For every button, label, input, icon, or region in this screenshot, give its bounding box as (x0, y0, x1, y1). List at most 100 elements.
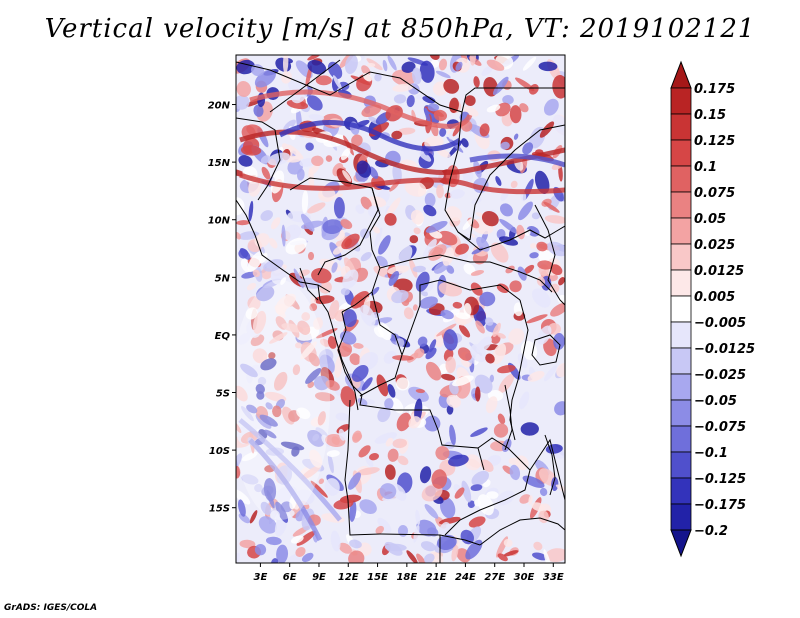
field-blob (523, 264, 535, 275)
field-blob (281, 323, 304, 333)
field-blob (498, 373, 515, 394)
field-blob (236, 197, 245, 216)
lon-tick-label: 27E (484, 572, 505, 583)
field-blob (359, 304, 376, 327)
field-blob (324, 478, 340, 496)
field-blob (236, 81, 252, 98)
field-blob (305, 65, 312, 88)
field-blob (384, 398, 394, 410)
field-blob (510, 180, 518, 189)
field-blob (236, 232, 241, 240)
field-blob (265, 402, 273, 410)
field-blob (340, 287, 350, 296)
field-blob (556, 363, 565, 378)
field-blob (297, 320, 311, 335)
field-blob (236, 489, 251, 505)
field-blob (307, 202, 326, 214)
field-blob (470, 427, 488, 437)
field-blob (375, 255, 388, 267)
field-blob (371, 317, 393, 326)
field-blob (446, 265, 455, 274)
field-blob (266, 490, 275, 509)
field-blob (408, 416, 421, 429)
field-blob (272, 405, 282, 418)
field-blob (416, 553, 427, 563)
map-title: Vertical velocity [m/s] at 850hPa, VT: 2… (44, 14, 756, 44)
field-blob (491, 343, 507, 365)
border-congo (337, 311, 363, 396)
field-blob (489, 374, 495, 383)
field-blob (382, 59, 388, 72)
field-blob (255, 384, 265, 394)
field-blob (236, 420, 242, 434)
field-blob (263, 259, 284, 272)
field-blob (247, 251, 264, 272)
field-blob (330, 530, 341, 552)
field-blob (471, 470, 490, 486)
field-blob (376, 374, 389, 397)
field-blob (499, 203, 513, 217)
field-blob (236, 94, 250, 110)
field-blob (424, 415, 441, 432)
colorbar-label: 0.125 (694, 134, 735, 149)
field-blob (301, 190, 309, 214)
colorbar-bin (670, 191, 692, 219)
border-cameroon (341, 187, 381, 313)
lat-tick-label: 10N (208, 216, 231, 227)
field-blob (392, 163, 402, 184)
field-blob (529, 252, 539, 259)
field-blob (360, 196, 372, 210)
colorbar-bin (670, 451, 692, 479)
field-blob (392, 355, 414, 361)
field-blob (427, 103, 440, 112)
field-blob (392, 83, 414, 92)
field-blob (440, 309, 454, 320)
field-blob (413, 348, 425, 359)
field-blob (388, 270, 400, 286)
colorbar-label: −0.2 (694, 524, 728, 539)
field-blob (436, 323, 457, 337)
field-blob (460, 529, 474, 545)
field-blob (385, 437, 394, 447)
field-blob (536, 241, 548, 252)
field-blob (455, 243, 469, 255)
field-blob (291, 446, 300, 457)
field-blob (344, 238, 353, 248)
field-blob (424, 192, 436, 207)
field-blob (379, 483, 397, 500)
lon-tick-label: 30E (514, 572, 535, 583)
field-blob (513, 133, 519, 140)
field-blob (436, 184, 444, 199)
field-blob (340, 148, 351, 161)
field-blob (415, 389, 426, 394)
colorbar-label: −0.005 (694, 316, 746, 331)
field-band (239, 172, 565, 195)
colorbar-label: −0.175 (694, 498, 746, 513)
field-blob (425, 347, 437, 360)
field-blob (470, 270, 485, 276)
field-blob (260, 155, 271, 164)
field-blob (427, 527, 439, 537)
field-blob (420, 541, 436, 552)
field-blob (436, 148, 451, 158)
field-blob (295, 546, 306, 557)
border-ethiopia (534, 204, 565, 306)
field-blob (431, 469, 448, 489)
field-blob (360, 251, 372, 262)
border-gulf-guinea (299, 267, 319, 301)
field-blob (305, 142, 314, 151)
field-blob (275, 293, 296, 311)
field-blob (248, 200, 254, 222)
field-blob (281, 224, 286, 247)
field-blob (239, 539, 256, 549)
field-blob (342, 170, 352, 182)
field-blob (333, 197, 345, 219)
field-blob (392, 438, 408, 449)
field-band (249, 89, 473, 129)
field-blob (269, 332, 288, 344)
field-blob (446, 394, 461, 408)
lon-tick-label: 33E (543, 572, 564, 583)
field-blob (519, 103, 529, 113)
field-blob (391, 130, 403, 140)
